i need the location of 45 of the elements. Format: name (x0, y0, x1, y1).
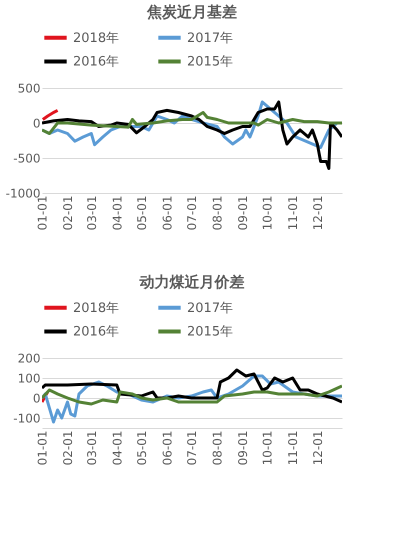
x-tick-label: 03-01 (84, 430, 99, 466)
x-tick-label: 12-01 (310, 430, 325, 466)
x-tick-label: 09-01 (236, 430, 250, 466)
x-tick-label: 06-01 (160, 196, 174, 230)
x-tick-label: 12-01 (310, 196, 325, 230)
line-series (42, 100, 342, 170)
legend-label: 2016年 (73, 324, 120, 340)
legend-label: 2016年 (73, 54, 120, 70)
x-tick-label: 07-01 (185, 196, 200, 230)
legend-label: 2017年 (187, 300, 234, 316)
x-tick-label: 11-01 (286, 430, 300, 466)
x-tick-label: 03-01 (84, 196, 99, 230)
x-tick-label: 04-01 (110, 430, 124, 466)
legend-label: 2018年 (73, 300, 120, 316)
line-series (42, 108, 60, 121)
x-tick-label: 04-01 (110, 196, 124, 230)
line-series (42, 368, 342, 404)
x-tick-label: 02-01 (60, 196, 75, 230)
x-tick-label: 10-01 (260, 196, 275, 230)
legend-label: 2017年 (187, 30, 234, 46)
legend-label: 2018年 (73, 30, 120, 46)
x-tick-label: 05-01 (134, 430, 149, 466)
x-tick-label: 11-01 (286, 196, 300, 230)
line-series (42, 384, 342, 406)
y-tick-label: 0 (32, 116, 40, 130)
y-tick-label: -500 (13, 152, 40, 166)
legend-label: 2015年 (187, 54, 234, 70)
y-tick-label: 500 (18, 82, 40, 96)
x-tick-label: 08-01 (210, 196, 225, 230)
chart-title: 焦炭近月基差 (146, 3, 237, 21)
line-series (42, 111, 342, 135)
y-tick-label: -100 (13, 412, 40, 426)
y-tick-label: 200 (18, 352, 40, 366)
x-tick-label: 06-01 (160, 430, 174, 466)
x-tick-label: 02-01 (60, 430, 75, 466)
chart-title: 动力煤近月价差 (138, 273, 244, 291)
x-tick-label: 10-01 (260, 430, 275, 466)
y-tick-label: 0 (32, 392, 40, 406)
legend-label: 2015年 (187, 324, 234, 340)
x-tick-label: 07-01 (185, 430, 200, 466)
y-tick-label: 100 (18, 372, 40, 386)
x-tick-label: 05-01 (134, 196, 149, 230)
x-tick-label: 08-01 (210, 430, 225, 466)
x-tick-label: 09-01 (236, 196, 250, 230)
x-tick-label: 01-01 (36, 430, 50, 466)
